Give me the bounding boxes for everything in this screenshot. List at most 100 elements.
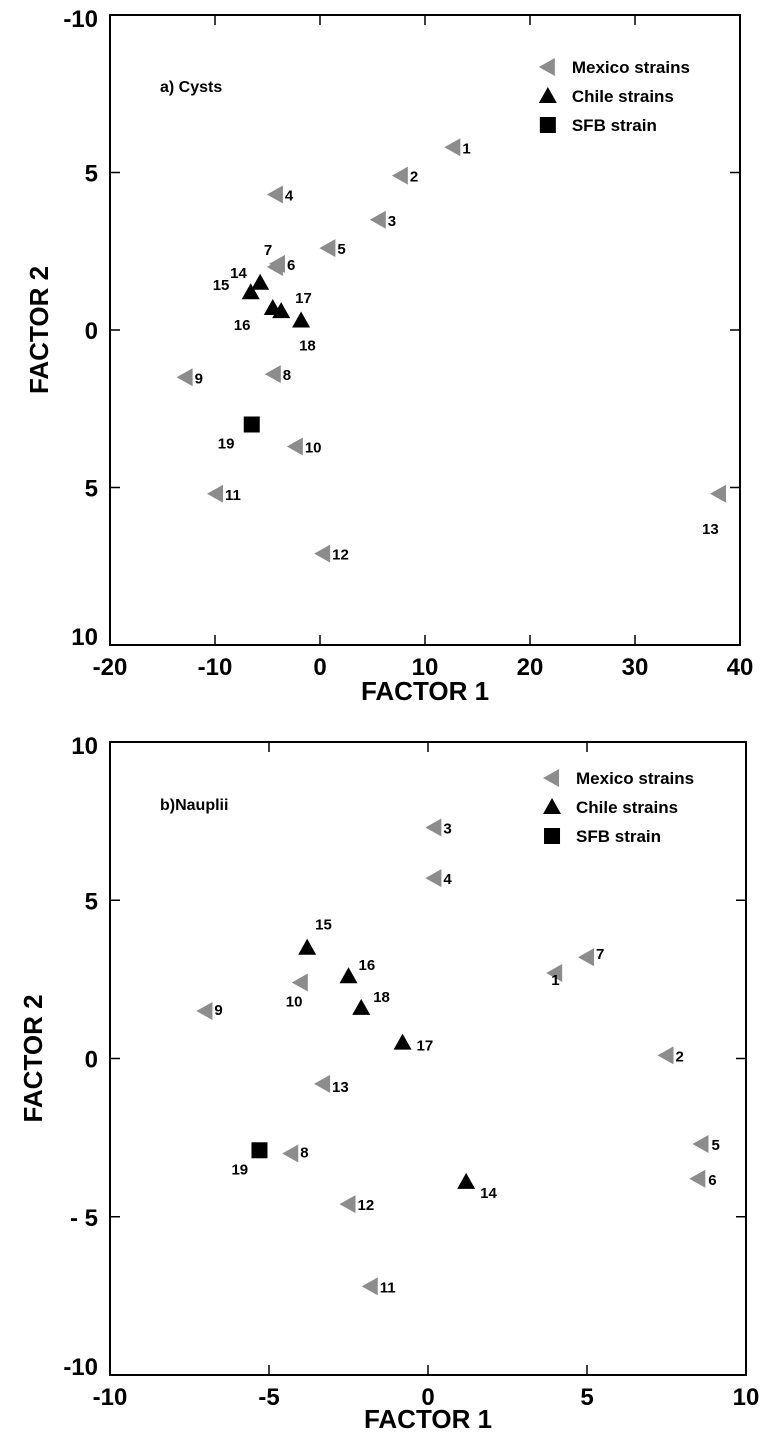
point-label: 15: [315, 917, 332, 934]
legend-label: Mexico strains: [576, 769, 694, 788]
y-tick-label: 10: [71, 624, 98, 651]
data-point: [196, 1002, 213, 1021]
x-tick-label: -5: [258, 1384, 279, 1411]
x-tick-label: 10: [733, 1384, 760, 1411]
legend-marker: [544, 828, 561, 844]
x-tick-label: -20: [93, 654, 128, 681]
y-axis-title: FACTOR 2: [24, 266, 54, 394]
point-label: 6: [708, 1172, 716, 1189]
data-point: [207, 484, 224, 503]
y-tick-label: 5: [85, 161, 98, 188]
data-point: [286, 437, 303, 456]
point-label: 11: [380, 1279, 396, 1296]
point-label: 17: [295, 290, 312, 307]
x-tick-label: 0: [313, 654, 326, 681]
point-label: 18: [373, 989, 390, 1006]
data-point: [444, 138, 461, 157]
legend-label: Chile strains: [576, 798, 678, 817]
x-axis-title: FACTOR 1: [361, 676, 489, 706]
data-point: [692, 1134, 709, 1153]
data-point: [425, 818, 442, 837]
legend-marker: [543, 769, 560, 787]
data-point: [710, 484, 726, 503]
data-point: [425, 869, 442, 888]
y-tick-label: - 5: [70, 1205, 98, 1232]
y-tick-label: -10: [63, 1354, 98, 1381]
data-point: [266, 258, 283, 276]
point-label: 5: [337, 241, 345, 258]
data-point: [352, 998, 371, 1015]
data-point: [657, 1046, 674, 1065]
point-label: 14: [230, 265, 247, 282]
legend-label: Mexico strains: [572, 58, 690, 77]
data-point: [319, 239, 336, 258]
data-point: [266, 185, 283, 204]
point-label: 10: [305, 440, 322, 457]
point-label: 9: [195, 370, 203, 387]
panel-title: b)Nauplii: [160, 797, 228, 814]
data-point: [243, 416, 260, 433]
legend-label: Chile strains: [572, 87, 674, 106]
point-label: 13: [332, 1079, 349, 1096]
legend-label: SFB strain: [572, 116, 657, 135]
point-label: 1: [551, 972, 559, 989]
data-point: [292, 311, 311, 328]
point-label: 3: [388, 213, 396, 230]
x-tick-label: 30: [622, 654, 649, 681]
data-point: [369, 210, 386, 229]
data-point: [272, 302, 291, 319]
y-tick-label: 5: [85, 476, 98, 503]
data-point: [264, 365, 281, 384]
point-label: 3: [443, 820, 451, 837]
point-label: 10: [286, 994, 303, 1011]
point-label: 11: [225, 487, 241, 504]
chart-panel-nauplii: -10 -5 0 5 10 -10 - 5 0 5 10 FACTOR 1 FACTOR 2 b)Nau…: [18, 733, 759, 1434]
y-axis-title: FACTOR 2: [18, 994, 48, 1122]
data-point: [314, 544, 331, 563]
point-label: 7: [264, 242, 272, 259]
x-tick-label: -10: [93, 1384, 128, 1411]
x-axis-title: FACTOR 1: [364, 1404, 492, 1434]
point-label: 2: [676, 1048, 684, 1065]
point-label: 4: [285, 188, 294, 205]
data-point: [339, 1195, 356, 1214]
data-point: [251, 273, 270, 290]
data-point: [457, 1172, 476, 1189]
point-label: 14: [480, 1185, 497, 1202]
data-point: [578, 948, 594, 967]
y-tick-label: 0: [85, 318, 98, 345]
data-point: [282, 1144, 299, 1163]
point-label: 8: [283, 367, 291, 384]
data-point: [241, 283, 260, 300]
data-point: [251, 1142, 268, 1159]
point-label: 15: [213, 277, 230, 294]
x-tick-label: -10: [198, 654, 233, 681]
legend-label: SFB strain: [576, 827, 661, 846]
x-tick-label: 10: [412, 654, 439, 681]
data-point: [391, 166, 408, 185]
data-point: [546, 964, 563, 983]
point-label: 5: [711, 1137, 719, 1154]
point-label: 18: [299, 338, 316, 355]
point-label: 17: [417, 1038, 434, 1055]
panel-title: a) Cysts: [160, 79, 222, 96]
data-point: [689, 1169, 706, 1188]
point-label: 19: [218, 436, 235, 453]
plot-frame: [109, 14, 741, 646]
point-label: 4: [443, 871, 452, 888]
point-label: 6: [287, 257, 295, 274]
y-tick-label: 10: [71, 733, 98, 760]
data-point: [176, 368, 193, 387]
point-label: 7: [596, 946, 604, 963]
legend-marker: [538, 58, 555, 76]
point-label: 16: [234, 317, 251, 334]
legend-marker: [538, 87, 557, 103]
data-point: [298, 938, 317, 955]
point-label: 2: [410, 169, 418, 186]
y-tick-label: 0: [85, 1047, 98, 1074]
point-label: 1: [462, 140, 470, 157]
legend-marker: [543, 798, 562, 814]
data-point: [339, 967, 358, 984]
